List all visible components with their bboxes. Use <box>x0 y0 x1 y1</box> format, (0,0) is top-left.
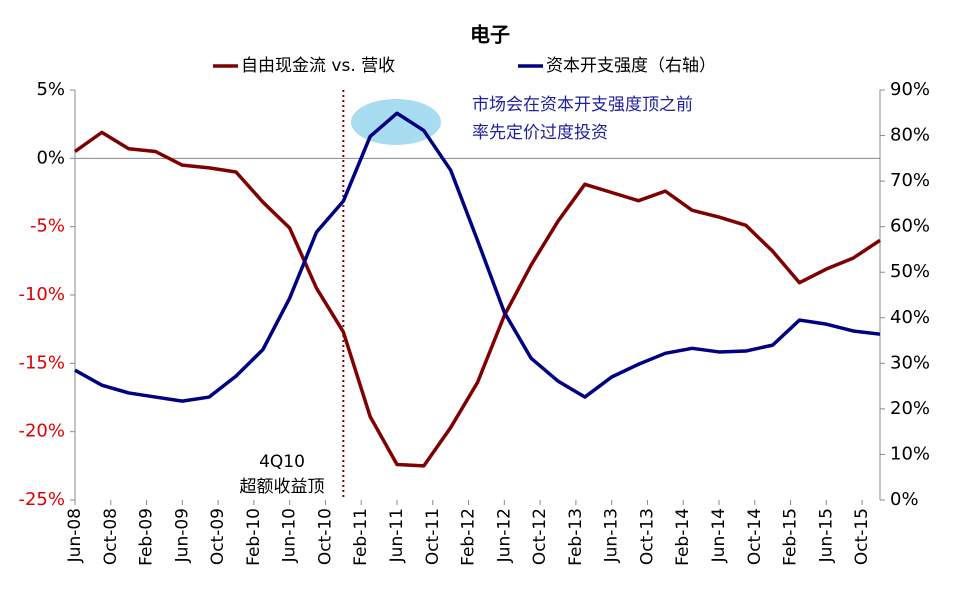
y2-tick-label: 60% <box>890 216 930 237</box>
y2-tick-label: 80% <box>890 125 930 146</box>
x-tick-label: Oct-11 <box>423 508 443 565</box>
x-tick-label: Oct-15 <box>852 508 872 565</box>
x-tick-label: Feb-11 <box>351 508 371 566</box>
y-tick-label: -25% <box>18 489 65 510</box>
x-tick-label: Jun-08 <box>65 508 85 563</box>
x-tick-label: Jun-10 <box>280 508 300 563</box>
annotation: 市场会在资本开支强度顶之前 <box>472 95 693 115</box>
x-tick-label: Jun-14 <box>709 508 729 563</box>
legend-label: 资本开支强度（右轴） <box>546 56 716 76</box>
annotation: 超额收益顶 <box>240 477 325 497</box>
y-tick-label: -15% <box>18 352 65 373</box>
y2-tick-label: 40% <box>890 307 930 328</box>
y2-tick-label: 20% <box>890 398 930 419</box>
annotation: 率先定价过度投资 <box>472 123 608 143</box>
y-tick-label: 5% <box>36 79 65 100</box>
x-tick-label: Oct-09 <box>208 508 228 565</box>
x-tick-label: Feb-09 <box>137 508 157 566</box>
y2-tick-label: 30% <box>890 352 930 373</box>
series-line <box>73 130 881 468</box>
legend-label: 自由现金流 vs. 营收 <box>241 56 395 76</box>
y-tick-label: -5% <box>30 216 65 237</box>
chart-title: 电子 <box>470 23 510 47</box>
x-tick-label: Feb-10 <box>244 508 264 566</box>
x-tick-label: Feb-15 <box>781 508 801 566</box>
y2-tick-label: 90% <box>890 79 930 100</box>
x-tick-label: Oct-12 <box>530 508 550 565</box>
x-tick-label: Jun-12 <box>494 508 514 563</box>
x-tick-label: Oct-13 <box>637 508 657 565</box>
y-tick-label: -10% <box>18 284 65 305</box>
annotation: 4Q10 <box>259 452 305 472</box>
y-tick-label: -20% <box>18 421 65 442</box>
x-tick-label: Jun-15 <box>816 508 836 563</box>
x-tick-label: Jun-09 <box>172 508 192 563</box>
x-tick-label: Oct-14 <box>745 508 765 565</box>
x-tick-label: Oct-08 <box>101 508 121 565</box>
y2-tick-label: 70% <box>890 170 930 191</box>
x-tick-label: Jun-11 <box>387 508 407 563</box>
x-tick-label: Oct-10 <box>315 508 335 565</box>
x-tick-label: Feb-13 <box>566 508 586 566</box>
y2-tick-label: 0% <box>890 489 919 510</box>
x-tick-label: Jun-13 <box>602 508 622 563</box>
x-tick-label: Feb-12 <box>459 508 479 566</box>
series-line <box>74 111 881 403</box>
y2-tick-label: 10% <box>890 443 930 464</box>
y-tick-label: 0% <box>36 147 65 168</box>
y2-tick-label: 50% <box>890 261 930 282</box>
x-tick-label: Feb-14 <box>673 508 693 566</box>
